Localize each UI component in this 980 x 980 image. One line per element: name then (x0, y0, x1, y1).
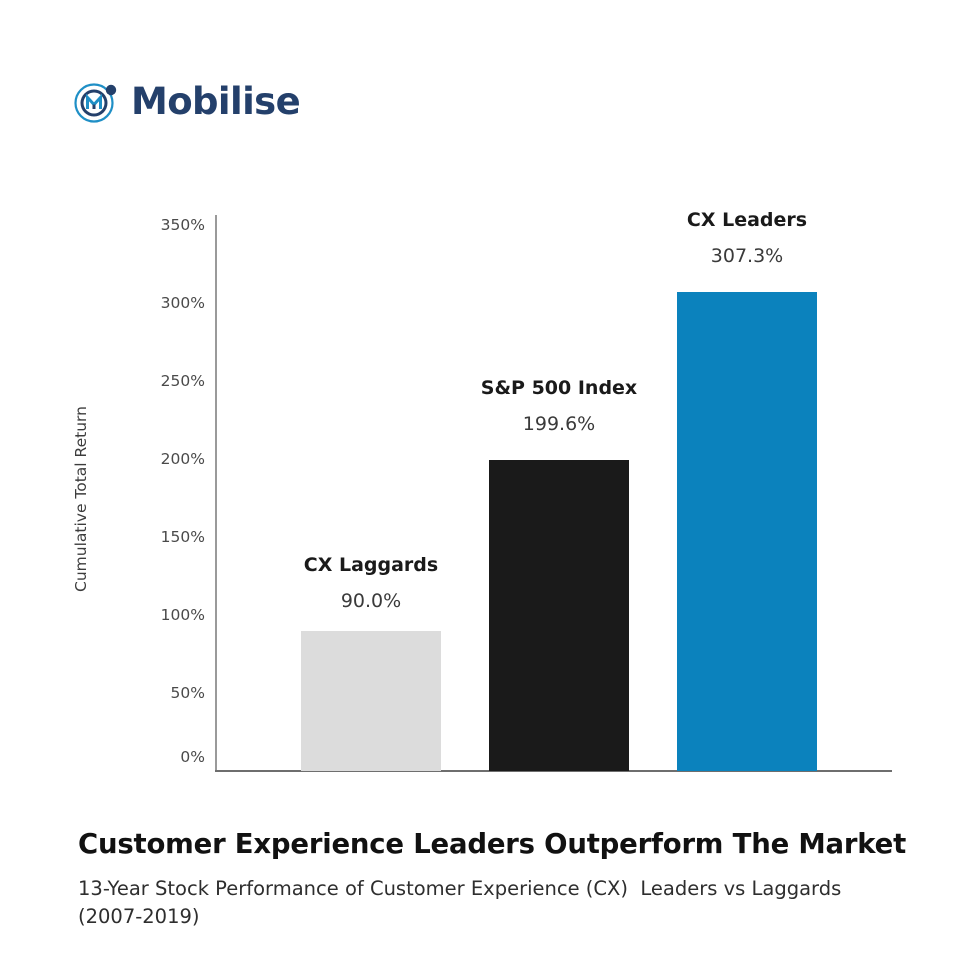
y-axis-tick-labels: 350% 300% 250% 200% 150% 100% 50% 0% (100, 0, 205, 980)
bar-sp500-index (489, 460, 629, 771)
bar-value-sp500-index: 199.6% (522, 413, 596, 435)
chart-title: Customer Experience Leaders Outperform T… (78, 828, 907, 860)
bar-cx-leaders (677, 292, 817, 771)
bar-cx-laggards (301, 631, 441, 771)
y-tick-label: 50% (170, 684, 205, 702)
bar-label-sp500-index: S&P 500 Index (480, 377, 638, 399)
y-tick-label: 200% (160, 450, 205, 468)
chart-subtitle: 13-Year Stock Performance of Customer Ex… (78, 877, 848, 929)
x-axis-line (215, 770, 892, 772)
y-tick-label: 100% (160, 606, 205, 624)
y-tick-label: 0% (180, 748, 205, 766)
y-tick-label: 250% (160, 372, 205, 390)
bar-label-cx-leaders: CX Leaders (686, 209, 808, 231)
brand-name: Mobilise (131, 79, 301, 123)
y-axis-line (215, 215, 217, 772)
y-axis-title: Cumulative Total Return (72, 406, 90, 592)
bar-value-cx-leaders: 307.3% (710, 245, 784, 267)
bar-label-cx-laggards: CX Laggards (303, 554, 439, 576)
y-tick-label: 350% (160, 216, 205, 234)
bar-value-cx-laggards: 90.0% (340, 590, 402, 612)
brand-logo: Mobilise (74, 78, 301, 124)
y-tick-label: 150% (160, 528, 205, 546)
mobilise-circle-m-logo-icon (74, 78, 120, 124)
y-tick-label: 300% (160, 294, 205, 312)
